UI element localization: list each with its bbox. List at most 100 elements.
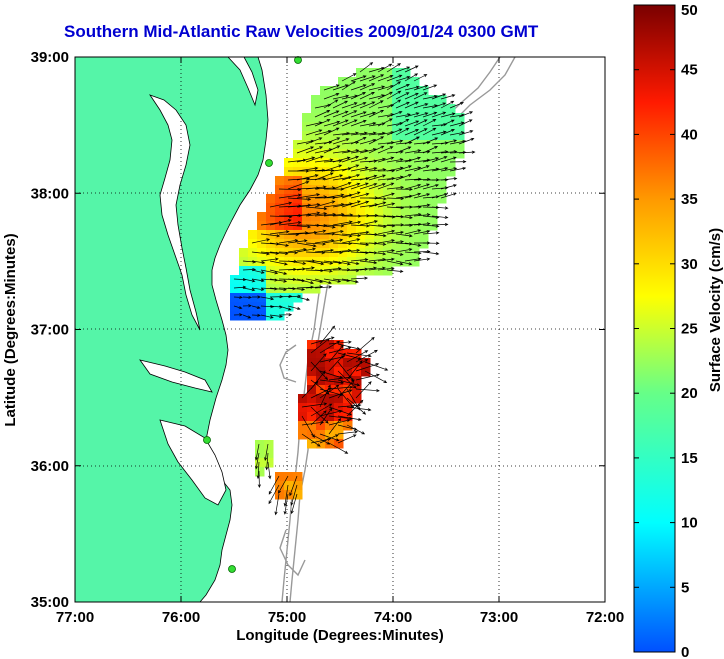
velocity-cell	[266, 212, 276, 222]
velocity-cell	[329, 203, 339, 213]
velocity-vector	[323, 278, 342, 283]
velocity-vector	[323, 238, 344, 244]
velocity-vector	[386, 251, 404, 256]
velocity-cell	[325, 394, 335, 404]
velocity-vector	[377, 75, 394, 82]
velocity-vector	[251, 278, 265, 283]
velocity-vector	[310, 338, 330, 354]
velocity-vector	[422, 127, 437, 136]
velocity-vector	[305, 155, 324, 163]
velocity-cell	[410, 203, 420, 213]
velocity-cell	[311, 167, 321, 177]
velocity-vector	[267, 461, 272, 480]
velocity-cell	[347, 140, 357, 150]
velocity-cell	[347, 158, 357, 168]
velocity-vector	[290, 493, 298, 515]
velocity-vector	[377, 257, 395, 262]
velocity-cell	[338, 149, 348, 159]
velocity-cell	[446, 131, 456, 141]
velocity-cell	[302, 248, 312, 258]
velocity-cell	[307, 412, 317, 422]
velocity-cell	[338, 104, 348, 114]
velocity-vector	[346, 360, 363, 381]
velocity-cell	[307, 439, 317, 449]
velocity-vector	[449, 166, 467, 172]
velocity-vector	[341, 110, 358, 118]
velocity-cell	[284, 221, 294, 231]
velocity-cell	[311, 149, 321, 159]
velocity-cell	[338, 77, 348, 87]
velocity-vector	[404, 166, 422, 172]
velocity-vector	[323, 120, 341, 127]
velocity-cell	[255, 440, 265, 450]
colorbar	[633, 4, 676, 653]
velocity-cell	[401, 230, 411, 240]
velocity-vector	[422, 137, 439, 145]
velocity-vector	[341, 233, 362, 238]
velocity-vector	[287, 224, 312, 229]
velocity-vector	[341, 220, 362, 226]
velocity-cell	[347, 113, 357, 123]
velocity-cell	[311, 185, 321, 195]
velocity-cell	[293, 257, 303, 267]
velocity-cell	[401, 113, 411, 123]
velocity-cell	[329, 275, 339, 285]
velocity-vector	[278, 305, 292, 311]
velocity-cell	[410, 257, 420, 267]
velocity-cell	[383, 104, 393, 114]
velocity-vector	[395, 173, 412, 181]
velocity-vector	[350, 224, 370, 228]
velocity-cell	[284, 203, 294, 213]
velocity-cell	[419, 113, 429, 123]
velocity-vector	[305, 242, 326, 246]
velocity-vector	[359, 62, 374, 73]
velocity-vector	[377, 249, 396, 253]
velocity-cell	[338, 140, 348, 150]
velocity-cell	[347, 167, 357, 177]
velocity-vector	[449, 121, 465, 127]
velocity-cell	[302, 131, 312, 141]
velocity-vector	[296, 247, 317, 253]
velocity-vector	[377, 229, 396, 235]
velocity-cell	[374, 131, 384, 141]
velocity-cell	[383, 248, 393, 258]
velocity-cell	[275, 481, 285, 491]
velocity-cell	[320, 131, 330, 141]
velocity-cell	[266, 203, 276, 213]
velocity-vector	[404, 136, 420, 145]
velocity-vector	[350, 101, 367, 109]
velocity-cell	[374, 77, 384, 87]
station-marker	[265, 159, 273, 167]
velocity-cell	[338, 86, 348, 96]
velocity-cell	[437, 158, 447, 168]
velocity-vector	[346, 397, 367, 415]
velocity-cell	[239, 284, 249, 294]
velocity-vector	[287, 239, 308, 244]
velocity-vector	[350, 230, 370, 235]
velocity-vector	[368, 242, 387, 246]
velocity-cell	[383, 95, 393, 105]
velocity-vector	[301, 402, 328, 408]
velocity-cell	[446, 149, 456, 159]
velocity-cell	[316, 412, 326, 422]
velocity-vector	[337, 343, 361, 351]
velocity-cell	[392, 230, 402, 240]
velocity-cell	[419, 95, 429, 105]
velocity-cell	[257, 302, 267, 312]
velocity-cell	[334, 430, 344, 440]
velocity-vector	[440, 167, 458, 172]
velocity-cell	[284, 293, 294, 303]
velocity-vector	[305, 229, 327, 235]
velocity-vector	[377, 63, 393, 73]
velocity-vector	[328, 418, 342, 435]
velocity-vector	[341, 102, 358, 109]
velocity-cell	[428, 194, 438, 204]
velocity-vector	[341, 191, 361, 199]
velocity-vector	[297, 259, 316, 263]
velocity-cell	[428, 185, 438, 195]
velocity-cell	[264, 440, 274, 450]
velocity-vector	[341, 73, 357, 82]
velocity-vector	[377, 118, 393, 127]
velocity-cell	[383, 203, 393, 213]
velocity-vector	[440, 139, 458, 145]
